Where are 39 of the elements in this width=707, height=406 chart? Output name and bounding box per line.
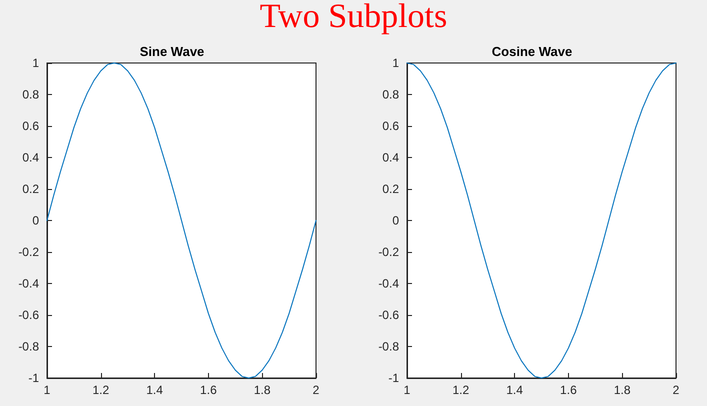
- x-tick-label: 1: [44, 383, 51, 397]
- chart-title: Sine Wave: [140, 44, 204, 59]
- x-tick-label: 1.4: [146, 383, 164, 397]
- y-tick-label: -0.4: [18, 276, 40, 290]
- y-tick-label: 0.6: [22, 119, 40, 133]
- chart-title: Cosine Wave: [492, 44, 572, 59]
- y-tick-label: 0.2: [22, 182, 40, 196]
- x-tick-label: 1.2: [452, 383, 470, 397]
- x-tick-label: 2: [312, 383, 320, 397]
- y-tick-label: -0.8: [378, 340, 400, 354]
- x-tick-label: 1.8: [614, 383, 631, 397]
- y-tick-label: -0.2: [18, 245, 40, 259]
- y-tick-label: 0.4: [382, 150, 400, 164]
- x-tick-label: 1.2: [92, 383, 110, 397]
- y-tick-label: 0: [392, 214, 400, 228]
- x-tick-label: 1.8: [254, 383, 271, 397]
- x-tick-label: 1.6: [200, 383, 218, 397]
- line-series: [46, 62, 316, 378]
- y-tick-label: -1: [28, 371, 40, 385]
- y-tick-label: 0.8: [382, 88, 400, 102]
- y-tick-label: 0.4: [22, 150, 40, 164]
- y-tick-label: 1: [392, 56, 400, 70]
- line-series: [406, 62, 676, 378]
- y-tick-label: 0: [32, 214, 40, 228]
- text: Two Subplots: [258, 0, 448, 36]
- y-tick-label: -0.4: [378, 276, 400, 290]
- y-tick-label: -0.6: [378, 308, 400, 322]
- y-tick-label: -0.6: [18, 308, 40, 322]
- y-tick-label: 0.2: [382, 182, 400, 196]
- y-tick-label: -0.2: [378, 245, 400, 259]
- x-tick-label: 1.6: [560, 383, 578, 397]
- y-tick-label: 0.8: [22, 88, 40, 102]
- y-tick-label: 0.6: [382, 119, 400, 133]
- y-tick-label: -0.8: [18, 340, 40, 354]
- y-tick-label: 1: [32, 56, 40, 70]
- x-tick-label: 1.4: [506, 383, 524, 397]
- x-tick-label: 2: [672, 383, 680, 397]
- y-tick-label: -1: [388, 371, 400, 385]
- x-tick-label: 1: [404, 383, 411, 397]
